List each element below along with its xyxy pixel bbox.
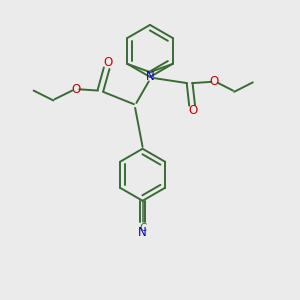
Text: O: O (71, 83, 80, 96)
Text: O: O (210, 75, 219, 88)
Text: N: N (138, 226, 147, 239)
Text: O: O (103, 56, 112, 69)
Text: C: C (139, 223, 146, 233)
Text: N: N (146, 70, 154, 83)
Text: O: O (189, 104, 198, 117)
